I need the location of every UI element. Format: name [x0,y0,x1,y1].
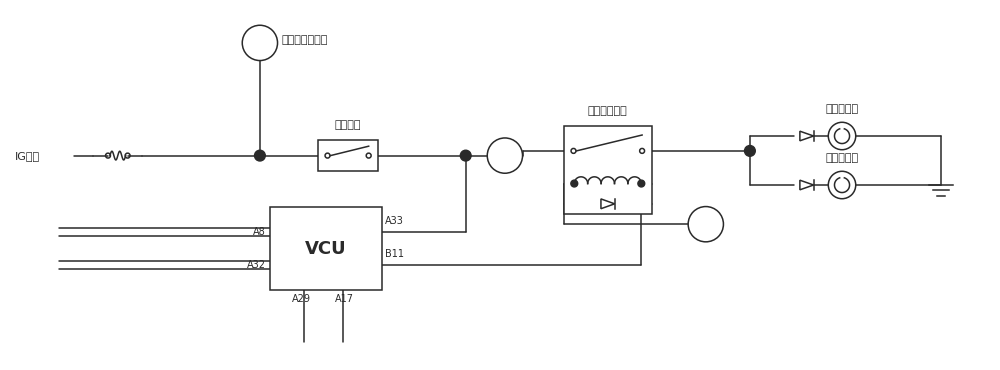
Text: A8: A8 [253,227,266,237]
Text: 左后制动灯: 左后制动灯 [825,154,859,164]
Circle shape [255,150,265,161]
Text: 接制动灯继电器: 接制动灯继电器 [281,35,328,45]
Circle shape [460,150,471,161]
Circle shape [828,122,856,150]
Text: 右后制动灯: 右后制动灯 [825,104,859,114]
Text: B11: B11 [385,249,404,259]
Text: IG电源: IG电源 [15,151,40,161]
Circle shape [745,145,755,156]
Circle shape [242,25,278,61]
Text: VCU: VCU [305,240,347,258]
Text: 1: 1 [256,36,264,50]
Circle shape [638,180,645,187]
Text: A33: A33 [385,216,404,226]
Circle shape [828,171,856,199]
Text: 制动踏板: 制动踏板 [335,120,361,130]
Text: 1: 1 [501,149,509,162]
Circle shape [487,138,523,173]
Text: 1: 1 [702,218,710,231]
Bar [318,140,378,171]
Text: A29: A29 [292,294,311,304]
Bar [564,126,652,214]
Text: A17: A17 [335,294,354,304]
Text: 制动灯继电器: 制动灯继电器 [588,107,628,117]
Circle shape [571,180,578,187]
Circle shape [688,206,723,242]
Text: A32: A32 [247,260,266,270]
Bar [270,207,382,290]
